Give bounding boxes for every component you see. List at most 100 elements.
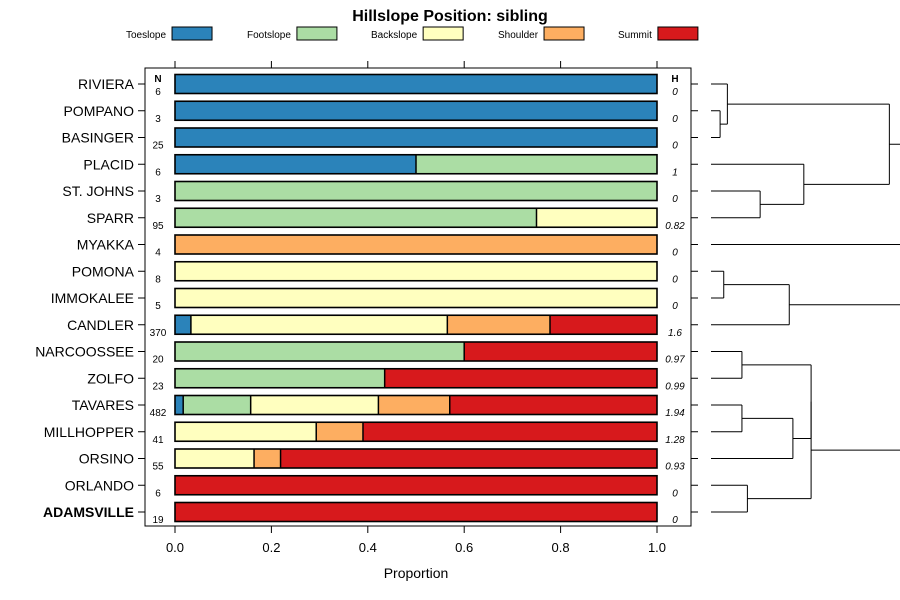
row-sparr: SPARR 95 0.82 [87,207,698,232]
legend-label-summit: Summit [618,30,652,41]
legend-swatch-backslope [422,26,464,41]
bar-outline [174,341,658,362]
row-label: BASINGER [62,130,134,146]
row-millhopper: MILLHOPPER 41 1.28 [44,421,698,446]
row-label: SPARR [87,210,134,226]
n-value: 95 [152,221,164,232]
row-orsino: ORSINO 55 0.93 [79,448,698,473]
x-tick-label: 0.2 [262,540,280,555]
bar-outline [174,127,658,148]
bar-outline [174,474,658,496]
bar-segment-toeslope [175,395,184,415]
n-value: 482 [150,408,167,419]
bar-outline [174,73,658,95]
n-value: 25 [152,141,164,152]
row-label: PLACID [83,156,134,172]
row-label: ORLANDO [65,477,134,493]
bar-segment-footslope [175,181,657,201]
h-value: 0 [672,141,678,152]
dendrogram [711,83,900,513]
bar-outline [174,153,658,175]
n-value: 6 [155,167,161,178]
bar-segment-footslope [183,395,251,415]
h-header: H [671,74,678,85]
bar-segment-toeslope [175,74,657,94]
bar-segment-backslope [175,261,657,281]
n-value: 3 [155,114,161,125]
legend-label-footslope: Footslope [247,30,291,41]
n-value: 19 [152,515,164,526]
bar-segment-toeslope [175,315,191,335]
bar-segment-shoulder [175,235,657,254]
legend-label-backslope: Backslope [371,30,418,41]
bar-outline [174,234,658,255]
x-tick-label: 0.0 [166,540,184,555]
row-label: ADAMSVILLE [43,504,134,520]
bar-segment-backslope [536,208,657,228]
row-label: MYAKKA [77,237,135,253]
row-myakka: MYAKKA 4 0 [77,234,698,259]
row-label: MILLHOPPER [44,424,134,440]
h-value: 0 [672,87,678,98]
row-label: POMPANO [63,103,134,119]
row-riviera: RIVIERA 6 0 [78,73,698,98]
h-value: 1.94 [665,408,685,419]
x-axis: 0.0 0.2 0.4 0.6 0.8 1.0 [166,526,666,555]
row-immokalee: IMMOKALEE 5 0 [51,287,698,312]
bar-segment-footslope [175,208,537,228]
bar-segment-shoulder [254,449,281,468]
legend-label-toeslope: Toeslope [126,30,166,41]
bar-outline [174,260,658,282]
bar-segment-summit [175,475,657,495]
x-tick-label: 0.6 [455,540,473,555]
bar-outline [174,207,658,229]
legend-swatch-summit [657,26,699,41]
bar-segment-summit [464,342,657,361]
plot-frame [144,67,692,527]
h-value: 0 [672,274,678,285]
bar-segment-backslope [190,315,448,335]
bar-outline [174,448,658,469]
n-value: 41 [152,435,164,446]
legend-label-shoulder: Shoulder [498,30,539,41]
bar-outline [174,421,658,443]
row-label: ST. JOHNS [62,183,134,199]
bar-segment-footslope [416,154,657,174]
bar-segment-backslope [175,449,255,468]
bar-segment-summit [449,395,657,415]
h-value: 0 [672,301,678,312]
x-tick-label: 1.0 [648,540,666,555]
bar-outline [174,394,658,416]
bar-segment-backslope [250,395,379,415]
x-axis-title: Proportion [384,565,449,581]
h-value: 0 [672,515,678,526]
row-st-johns: ST. JOHNS 3 0 [62,180,698,205]
h-value: 0 [672,248,678,259]
bar-segment-backslope [175,422,317,442]
bar-rows: RIVIERA 6 0 POMPANO 3 0 BASINGER 25 0 PLACID 6 1 ST.… [35,73,698,526]
n-value: 20 [152,355,164,366]
row-pomona: POMONA 8 0 [72,260,698,285]
h-value: 0.93 [665,462,685,473]
bar-segment-shoulder [447,315,550,335]
row-label: TAVARES [72,397,134,413]
n-value: 4 [155,248,161,259]
bar-segment-toeslope [175,128,657,147]
row-narcoossee: NARCOOSSEE 20 0.97 [35,341,698,366]
row-label: CANDLER [67,317,134,333]
bar-segment-summit [549,315,657,335]
n-value: 5 [155,301,161,312]
bar-outline [174,100,658,122]
h-value: 1.28 [665,435,685,446]
h-value: 0 [672,114,678,125]
x-tick-label: 0.8 [552,540,570,555]
n-header: N [154,74,161,85]
n-value: 370 [150,328,167,339]
legend-swatch-shoulder [543,26,585,41]
bar-outline [174,287,658,309]
bar-segment-summit [384,368,657,388]
n-value: 55 [152,462,164,473]
row-label: IMMOKALEE [51,290,134,306]
row-basinger: BASINGER 25 0 [62,127,698,152]
